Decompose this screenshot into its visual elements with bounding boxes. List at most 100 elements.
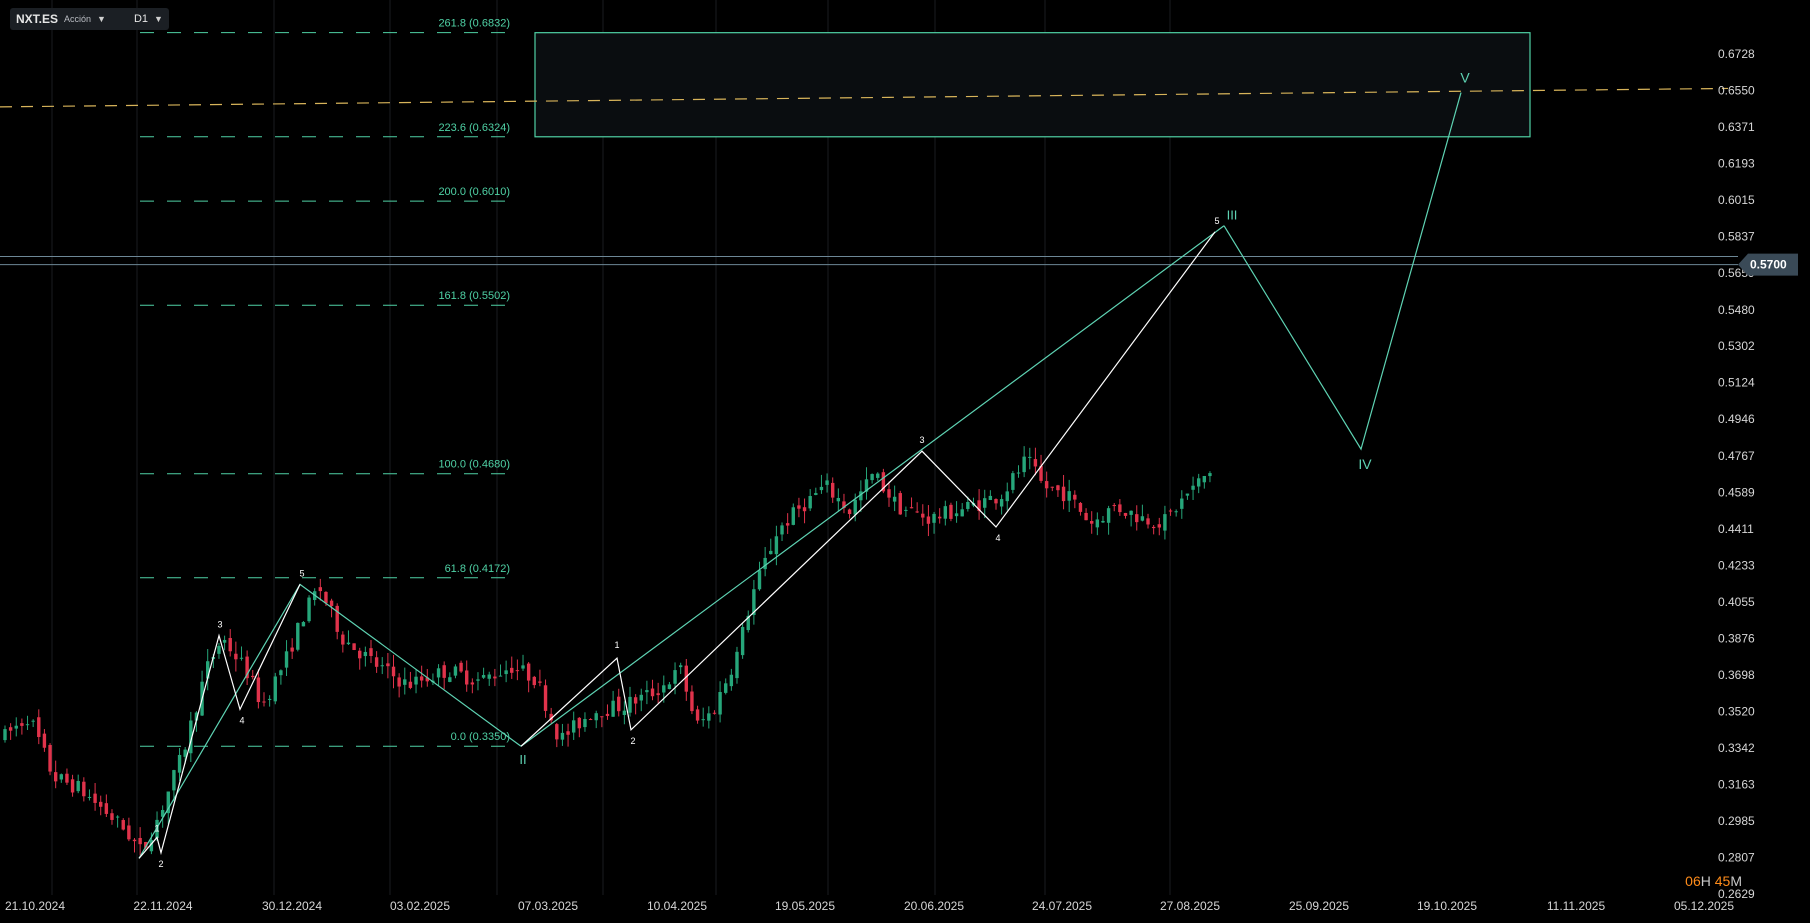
candle-body xyxy=(374,657,379,667)
candle-body xyxy=(177,754,182,773)
candle-body xyxy=(904,509,908,511)
candle-body xyxy=(121,820,125,830)
candle-body xyxy=(819,486,824,491)
candle-body xyxy=(138,837,142,845)
instrument-type: Acción xyxy=(64,14,92,24)
candle-body xyxy=(267,698,272,700)
candle-body xyxy=(729,674,734,687)
x-tick-label: 21.10.2024 xyxy=(5,899,65,913)
candle-body xyxy=(358,650,362,659)
current-price-tag: 0.5700 xyxy=(1738,253,1798,276)
candle-body xyxy=(1078,502,1083,512)
candle-body xyxy=(560,732,565,740)
candle-body xyxy=(8,727,13,731)
y-tick-label: 0.5480 xyxy=(1718,303,1755,317)
wave-lines xyxy=(138,231,1216,859)
fib-level-label: 161.8 (0.5502) xyxy=(438,290,510,302)
candle-body xyxy=(251,675,255,678)
candle-body xyxy=(1135,514,1139,523)
candle-body xyxy=(403,679,407,685)
candle-body xyxy=(498,675,503,677)
time-axis[interactable]: 21.10.2024 22.11.2024 30.12.2024 03.02.2025… xyxy=(5,899,1734,913)
candle-body xyxy=(740,626,745,656)
y-tick-label: 0.5124 xyxy=(1718,376,1755,390)
candle-body xyxy=(329,600,334,606)
candle-body xyxy=(932,513,936,523)
candle-body xyxy=(1073,494,1077,500)
candle-body xyxy=(1123,512,1128,516)
timeframe-label[interactable]: D1 xyxy=(133,13,149,25)
candle-body xyxy=(1174,511,1178,513)
candle-body xyxy=(966,501,970,509)
candle-body xyxy=(1028,456,1032,458)
y-tick-label: 0.2807 xyxy=(1718,851,1755,865)
x-tick-label: 25.09.2025 xyxy=(1289,899,1349,913)
candle-body xyxy=(1022,456,1026,473)
candle-body xyxy=(76,780,80,792)
candle-body xyxy=(763,557,767,570)
candle-body xyxy=(943,506,948,519)
countdown-minutes-unit: M xyxy=(1730,873,1742,889)
candle-body xyxy=(487,674,491,679)
candle-body xyxy=(960,509,964,517)
candle-body xyxy=(93,793,97,803)
candle-body xyxy=(954,513,959,517)
candle-body xyxy=(245,656,249,679)
candle-body xyxy=(1157,524,1161,528)
candle-body xyxy=(690,691,694,712)
candle-body xyxy=(425,677,429,682)
candle-body xyxy=(222,639,227,643)
wave-label-V: V xyxy=(1460,70,1470,86)
candle-body xyxy=(1016,472,1021,474)
candle-body xyxy=(543,685,548,711)
candle-body xyxy=(662,685,666,693)
symbol-selector[interactable]: NXT.ES Acción ▼ D1 ▼ xyxy=(10,8,169,30)
candle-body xyxy=(217,645,221,654)
candle-body xyxy=(510,667,514,673)
candle-body xyxy=(160,810,165,817)
wave-label-III: III xyxy=(1227,208,1238,223)
candle-body xyxy=(324,591,328,604)
candle-body xyxy=(656,693,660,696)
candle-body xyxy=(1140,516,1145,521)
price-tag-bg xyxy=(1738,253,1798,276)
candle-body xyxy=(712,712,717,714)
wave-count-label: 2 xyxy=(158,859,163,869)
price-axis[interactable]: 0.67280.65500.63710.61930.60150.58370.56… xyxy=(1718,47,1755,901)
candle-body xyxy=(442,665,446,678)
candle-body xyxy=(87,796,92,798)
candle-body xyxy=(583,718,587,728)
candle-body xyxy=(1196,478,1201,487)
candle-body xyxy=(239,657,244,659)
candle-body xyxy=(1095,519,1100,528)
candle-body xyxy=(155,819,159,839)
candle-body xyxy=(20,723,24,726)
candle-body xyxy=(994,499,998,504)
candle-body xyxy=(189,720,193,754)
candle-body xyxy=(42,733,47,748)
chevron-down-icon[interactable]: ▼ xyxy=(97,14,106,24)
candle-body xyxy=(605,713,610,716)
projection-path xyxy=(1223,92,1462,451)
candle-body xyxy=(256,677,261,703)
candle-body xyxy=(814,493,818,495)
candle-body xyxy=(3,729,7,741)
candle-body xyxy=(206,661,210,679)
candle-body xyxy=(1039,465,1043,481)
candle-body xyxy=(363,651,368,657)
candle-body xyxy=(983,498,987,508)
chevron-down-icon[interactable]: ▼ xyxy=(154,14,163,24)
candle-body xyxy=(149,840,154,852)
vertical-gridlines xyxy=(51,0,1171,895)
candle-body xyxy=(1090,521,1094,524)
candle-body xyxy=(926,516,931,524)
candle-body xyxy=(628,696,632,713)
candle-body xyxy=(892,496,897,502)
candle-body xyxy=(453,666,458,676)
y-tick-label: 0.6015 xyxy=(1718,193,1755,207)
candle-body xyxy=(898,493,902,515)
candle-body xyxy=(718,691,722,715)
candle-body xyxy=(493,676,497,679)
candle-body xyxy=(53,772,58,782)
